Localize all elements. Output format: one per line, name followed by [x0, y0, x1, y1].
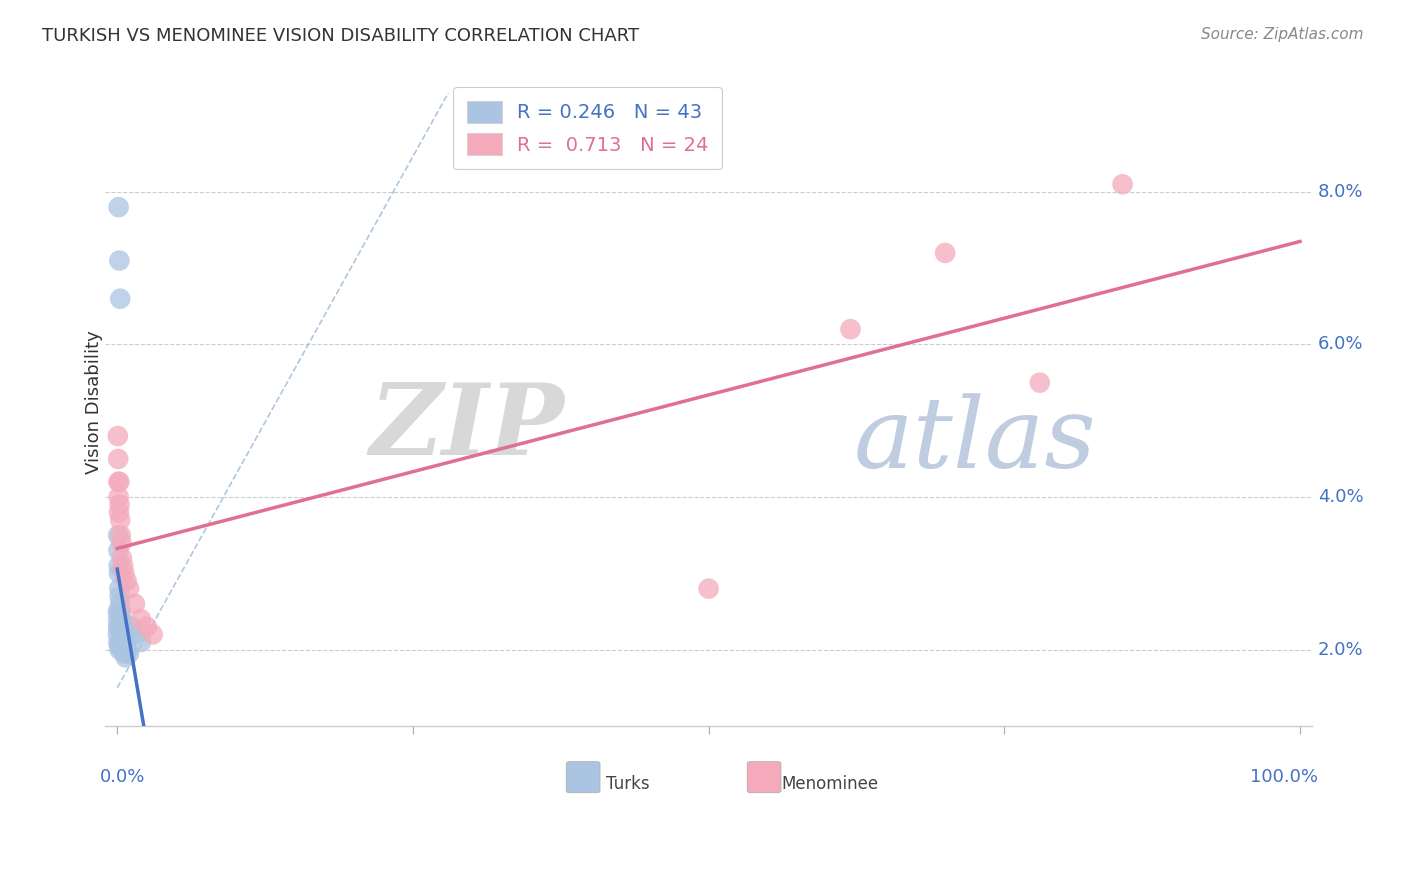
Point: [107, 558, 129, 573]
Point: [111, 635, 134, 649]
Point: [114, 650, 136, 665]
Legend: R = 0.246   N = 43, R =  0.713   N = 24: R = 0.246 N = 43, R = 0.713 N = 24: [453, 87, 723, 169]
Point: [107, 543, 129, 558]
Point: [112, 642, 135, 657]
Point: [129, 612, 152, 626]
Point: [112, 627, 135, 641]
Point: [110, 605, 132, 619]
Point: [107, 490, 129, 504]
Point: [839, 322, 862, 336]
Point: [129, 635, 152, 649]
Point: [135, 620, 157, 634]
Point: [108, 639, 131, 653]
Point: [108, 642, 131, 657]
Point: [108, 597, 131, 611]
Text: 6.0%: 6.0%: [1317, 335, 1364, 353]
Point: [107, 635, 129, 649]
Point: [107, 429, 129, 443]
Point: [115, 642, 138, 657]
Point: [110, 612, 132, 626]
Point: [111, 615, 134, 630]
Point: [697, 582, 720, 596]
Point: [111, 627, 134, 641]
Point: [112, 635, 135, 649]
Point: [115, 574, 138, 588]
Point: [107, 605, 129, 619]
Point: [1111, 178, 1133, 192]
Text: ZIP: ZIP: [368, 379, 564, 476]
Text: TURKISH VS MENOMINEE VISION DISABILITY CORRELATION CHART: TURKISH VS MENOMINEE VISION DISABILITY C…: [42, 27, 640, 45]
Point: [107, 475, 129, 489]
Point: [118, 647, 141, 661]
Text: Source: ZipAtlas.com: Source: ZipAtlas.com: [1201, 27, 1364, 42]
Point: [108, 475, 131, 489]
Text: 100.0%: 100.0%: [1250, 768, 1317, 786]
Point: [112, 642, 135, 657]
Point: [107, 200, 129, 214]
Text: Turks: Turks: [606, 774, 650, 793]
Text: 4.0%: 4.0%: [1317, 488, 1364, 506]
Point: [118, 582, 141, 596]
Point: [108, 566, 131, 581]
Point: [114, 639, 136, 653]
Point: [110, 536, 132, 550]
Point: [108, 505, 131, 519]
Text: 2.0%: 2.0%: [1317, 640, 1364, 658]
Point: [110, 528, 132, 542]
Point: [108, 292, 131, 306]
Point: [112, 632, 135, 646]
Point: [108, 253, 131, 268]
Point: [111, 551, 134, 566]
Point: [108, 605, 131, 619]
Point: [108, 513, 131, 527]
Y-axis label: Vision Disability: Vision Disability: [86, 330, 103, 474]
Point: [1029, 376, 1052, 390]
Text: Menominee: Menominee: [780, 774, 879, 793]
Point: [111, 632, 134, 646]
Point: [142, 627, 165, 641]
Point: [112, 558, 135, 573]
Point: [112, 566, 135, 581]
Point: [124, 597, 146, 611]
Point: [120, 620, 142, 634]
Point: [111, 620, 134, 634]
Text: 0.0%: 0.0%: [100, 768, 145, 786]
Point: [107, 612, 129, 626]
Point: [108, 589, 131, 603]
Point: [108, 498, 131, 512]
Text: atlas: atlas: [853, 393, 1097, 488]
Point: [110, 620, 132, 634]
Text: 8.0%: 8.0%: [1317, 183, 1364, 201]
Point: [112, 642, 135, 657]
Point: [110, 612, 132, 626]
Point: [107, 627, 129, 641]
Point: [114, 647, 136, 661]
Point: [110, 620, 132, 634]
Point: [107, 451, 129, 466]
FancyBboxPatch shape: [747, 762, 780, 793]
Point: [107, 620, 129, 634]
Point: [124, 627, 146, 641]
Point: [108, 582, 131, 596]
FancyBboxPatch shape: [567, 762, 600, 793]
Point: [107, 620, 129, 634]
Point: [107, 528, 129, 542]
Point: [934, 246, 956, 260]
